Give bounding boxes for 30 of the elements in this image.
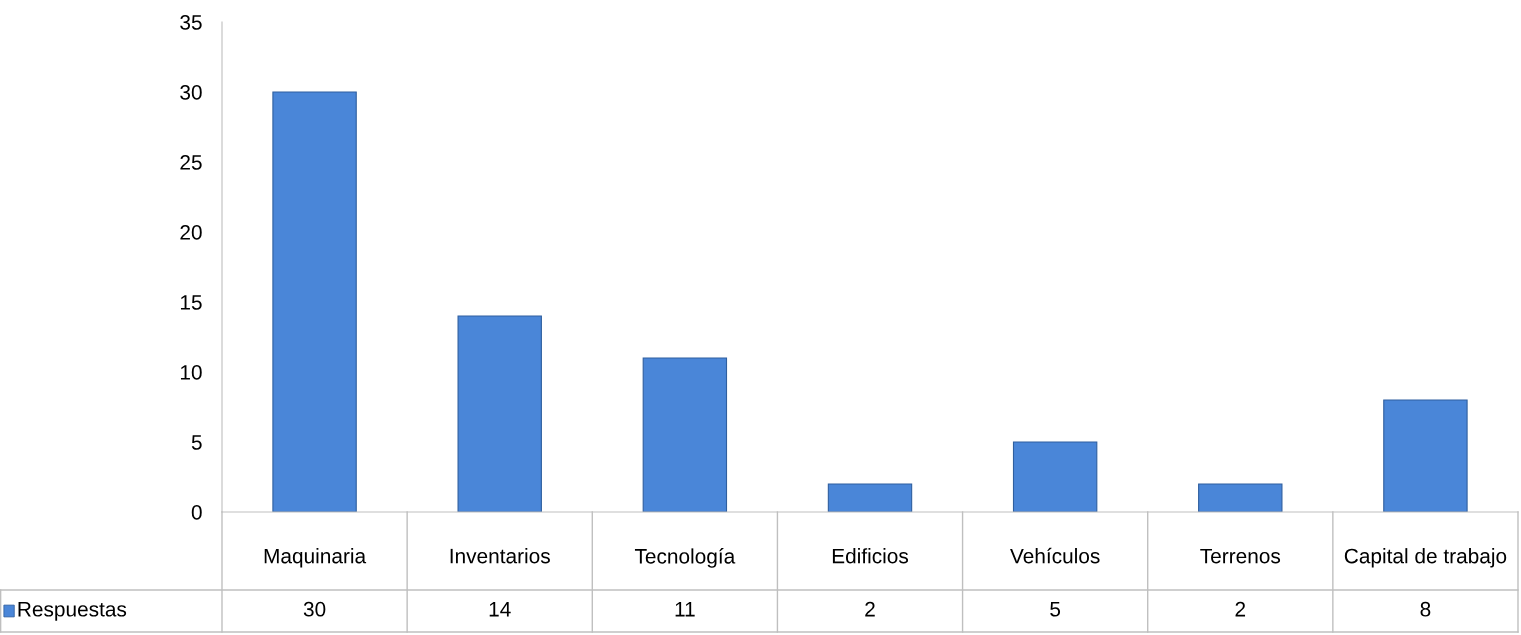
- data-label: 2: [1235, 601, 1246, 617]
- data-label: 11: [675, 602, 695, 617]
- data-label: 30: [303, 601, 326, 617]
- y-tick-label: 30: [180, 85, 202, 100]
- x-tick-label: Maquinaria: [264, 548, 367, 568]
- bar: [1012, 441, 1098, 512]
- y-tick-label: 35: [180, 15, 202, 30]
- x-tick-label: Edificios: [832, 548, 909, 564]
- x-tick-label: Vehículos: [1010, 547, 1100, 564]
- y-tick-label: 20: [180, 225, 202, 240]
- y-tick-label: 15: [180, 295, 202, 310]
- bar: [272, 91, 357, 512]
- bar: [827, 483, 913, 512]
- bar: [1198, 483, 1283, 512]
- x-tick-label: Inventarios: [450, 548, 550, 564]
- x-tick-label: Terrenos: [1200, 548, 1281, 564]
- x-tick-label: Tecnología: [634, 548, 736, 568]
- x-tick-label: Capital de trabajo: [1344, 548, 1507, 568]
- data-label: 5: [1050, 602, 1061, 617]
- data-label: 14: [489, 602, 511, 617]
- data-label: 2: [865, 601, 875, 617]
- y-tick-label: 10: [180, 365, 202, 380]
- bar: [1383, 399, 1468, 512]
- bar: [642, 357, 728, 512]
- y-tick-label: 0: [191, 505, 202, 520]
- y-tick-label: 5: [191, 435, 202, 450]
- y-tick-label: 25: [180, 155, 202, 170]
- bar: [457, 315, 542, 512]
- legend-label: Respuestas: [18, 602, 127, 621]
- data-label: 8: [1420, 601, 1431, 617]
